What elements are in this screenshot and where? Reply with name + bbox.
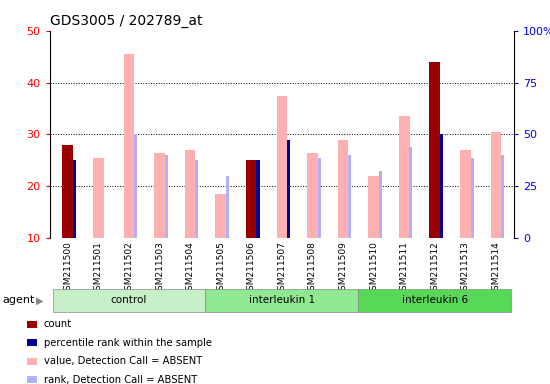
Bar: [287, 142, 290, 238]
Bar: [134, 134, 138, 238]
FancyBboxPatch shape: [53, 289, 206, 312]
Text: value, Detection Call = ABSENT: value, Detection Call = ABSENT: [44, 356, 202, 366]
Bar: [399, 116, 410, 238]
Bar: [409, 147, 412, 238]
Bar: [216, 194, 226, 238]
Bar: [165, 155, 168, 238]
Bar: [93, 158, 104, 238]
Text: ▶: ▶: [36, 295, 43, 306]
Bar: [471, 158, 474, 238]
Bar: [287, 139, 290, 238]
Bar: [338, 139, 348, 238]
Bar: [318, 158, 321, 238]
Bar: [379, 170, 382, 238]
Text: percentile rank within the sample: percentile rank within the sample: [44, 338, 212, 348]
Bar: [460, 150, 471, 238]
Text: rank, Detection Call = ABSENT: rank, Detection Call = ABSENT: [44, 375, 197, 384]
FancyBboxPatch shape: [206, 289, 358, 312]
Text: GDS3005 / 202789_at: GDS3005 / 202789_at: [50, 14, 202, 28]
Bar: [491, 132, 501, 238]
Text: interleukin 6: interleukin 6: [402, 295, 468, 305]
Bar: [440, 134, 443, 238]
Bar: [368, 176, 379, 238]
Bar: [501, 155, 504, 238]
Bar: [307, 152, 318, 238]
Bar: [63, 145, 73, 238]
Bar: [256, 161, 260, 238]
Bar: [124, 54, 134, 238]
Bar: [73, 161, 76, 238]
Bar: [226, 176, 229, 238]
Bar: [185, 150, 195, 238]
Bar: [430, 62, 440, 238]
Text: interleukin 1: interleukin 1: [249, 295, 315, 305]
Bar: [73, 161, 76, 238]
Bar: [154, 152, 165, 238]
Bar: [348, 155, 351, 238]
Text: agent: agent: [3, 295, 35, 306]
Bar: [246, 161, 257, 238]
Text: count: count: [44, 319, 72, 329]
Bar: [277, 96, 287, 238]
Bar: [195, 161, 199, 238]
FancyBboxPatch shape: [358, 289, 511, 312]
Text: control: control: [111, 295, 147, 305]
